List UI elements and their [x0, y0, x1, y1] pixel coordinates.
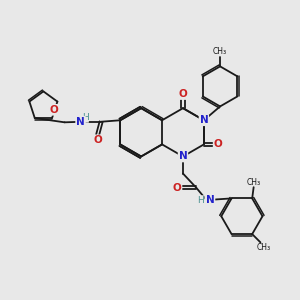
Text: N: N [76, 117, 85, 127]
Text: O: O [178, 89, 188, 99]
Text: O: O [214, 140, 222, 149]
Text: H: H [82, 113, 88, 122]
Text: H: H [197, 196, 204, 205]
Text: O: O [173, 183, 182, 193]
Text: N: N [206, 195, 214, 205]
Text: CH₃: CH₃ [247, 178, 261, 187]
Text: N: N [178, 152, 188, 161]
Text: N: N [200, 115, 208, 125]
Text: CH₃: CH₃ [213, 47, 227, 56]
Text: O: O [49, 105, 58, 115]
Text: CH₃: CH₃ [256, 243, 270, 252]
Text: O: O [93, 135, 102, 145]
